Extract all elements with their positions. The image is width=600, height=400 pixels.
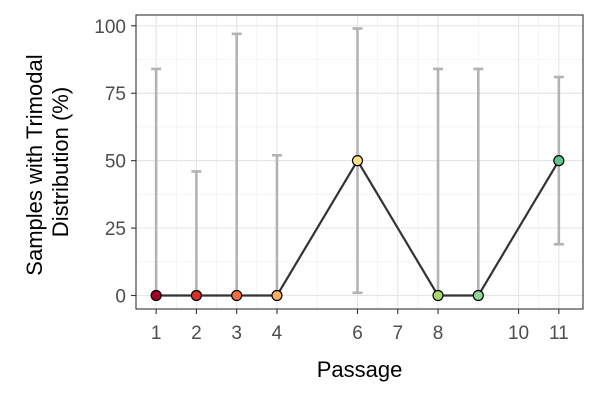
data-point: [553, 155, 565, 167]
data-point: [432, 289, 444, 302]
data-point: [351, 155, 364, 167]
data-point: [231, 289, 243, 302]
y-tick-label: 0: [115, 287, 126, 308]
x-tick-label: 1: [151, 323, 162, 344]
data-point: [150, 289, 162, 302]
data-point: [472, 289, 484, 302]
y-tick-label: 25: [105, 219, 126, 240]
x-tick-label: 8: [433, 323, 444, 344]
panel-border: [135, 14, 584, 310]
x-axis-title: Passage: [317, 357, 403, 382]
y-axis-title-line-2: Distribution (%): [48, 87, 73, 237]
x-tick-label: 10: [508, 323, 529, 344]
y-axis-title-line-1: Samples with Trimodal: [22, 54, 47, 275]
x-tick-label: 4: [272, 323, 283, 344]
y-axis-title: Samples with Trimodal Distribution (%): [22, 48, 73, 275]
data-points: [150, 155, 565, 302]
data-point: [190, 289, 203, 302]
data-point: [271, 289, 283, 302]
y-tick-label: 75: [105, 84, 126, 105]
y-tick-label: 100: [94, 17, 126, 38]
axes: 0 25 50 75 100 1 2 3 4 6 7 8 10 11: [94, 17, 568, 344]
y-tick-label: 50: [105, 152, 126, 173]
data-line: [156, 159, 560, 297]
x-tick-label: 7: [392, 323, 403, 344]
x-tick-label: 6: [352, 323, 363, 344]
x-tick-label: 2: [191, 323, 202, 344]
x-tick-label: 11: [549, 323, 569, 344]
data-line-layer: [156, 159, 560, 297]
x-tick-label: 3: [231, 323, 242, 344]
